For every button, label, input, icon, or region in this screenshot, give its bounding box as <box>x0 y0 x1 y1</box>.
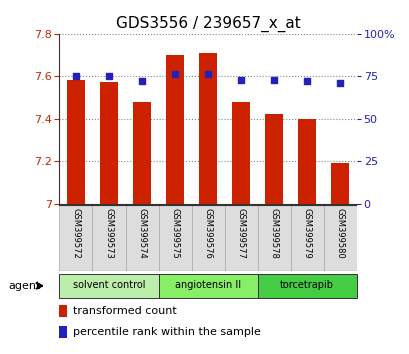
Bar <box>158 274 257 298</box>
Bar <box>257 205 290 271</box>
Text: GSM399572: GSM399572 <box>71 208 80 259</box>
Bar <box>92 205 125 271</box>
Text: GSM399579: GSM399579 <box>302 208 311 259</box>
Bar <box>158 205 191 271</box>
Bar <box>264 114 283 204</box>
Text: GSM399578: GSM399578 <box>269 208 278 259</box>
Bar <box>330 163 348 204</box>
Bar <box>166 55 184 204</box>
Text: transformed count: transformed count <box>73 306 176 316</box>
Text: torcetrapib: torcetrapib <box>279 280 333 290</box>
Bar <box>59 274 158 298</box>
Text: GSM399577: GSM399577 <box>236 208 245 259</box>
Bar <box>297 119 315 204</box>
Bar <box>67 80 85 204</box>
Bar <box>59 305 67 317</box>
Point <box>106 73 112 79</box>
Point <box>270 77 277 82</box>
Point <box>204 72 211 77</box>
Bar <box>125 205 158 271</box>
Bar <box>191 205 224 271</box>
Bar <box>59 205 92 271</box>
Point <box>171 72 178 77</box>
Text: GSM399580: GSM399580 <box>335 208 344 259</box>
Title: GDS3556 / 239657_x_at: GDS3556 / 239657_x_at <box>115 16 300 32</box>
Bar <box>224 205 257 271</box>
Point <box>72 73 79 79</box>
Point <box>138 78 145 84</box>
Bar <box>133 102 151 204</box>
Bar <box>290 205 323 271</box>
Text: GSM399574: GSM399574 <box>137 208 146 259</box>
Bar <box>198 53 217 204</box>
Text: angiotensin II: angiotensin II <box>175 280 240 290</box>
Bar <box>257 274 356 298</box>
Bar <box>323 205 356 271</box>
Text: percentile rank within the sample: percentile rank within the sample <box>73 327 260 337</box>
Point <box>303 78 310 84</box>
Text: solvent control: solvent control <box>72 280 145 290</box>
Text: GSM399573: GSM399573 <box>104 208 113 259</box>
Text: GSM399575: GSM399575 <box>170 208 179 259</box>
Bar <box>231 102 249 204</box>
Bar <box>59 326 67 338</box>
Text: GSM399576: GSM399576 <box>203 208 212 259</box>
Point <box>237 77 244 82</box>
Point <box>336 80 343 86</box>
Text: agent: agent <box>8 281 40 291</box>
Bar <box>100 82 118 204</box>
